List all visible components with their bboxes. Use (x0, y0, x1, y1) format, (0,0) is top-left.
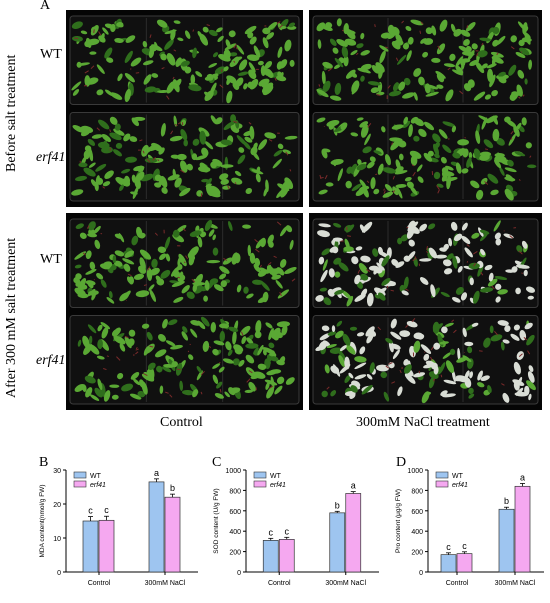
chart-b: 0 10 20 30 MDA content(nmol/g FW) c c Control a b… (39, 468, 198, 587)
y-tick-label: 10 (53, 536, 61, 543)
photo-after-control (66, 213, 303, 410)
y-tick-label: 20 (53, 502, 61, 509)
bar (498, 508, 515, 573)
photo-after-nacl (309, 213, 542, 410)
significance-letter: a (520, 472, 525, 482)
significance-letter: c (462, 541, 467, 551)
significance-letter: a (351, 481, 356, 491)
x-tick-label: 300mM NaCl (145, 580, 186, 587)
significance-letter: c (104, 505, 109, 515)
photo-before-control (66, 10, 303, 207)
y-tick-label: 400 (229, 529, 241, 536)
row-label-erf41-before: erf41 (36, 150, 66, 165)
bar (456, 553, 473, 573)
significance-letter: b (170, 483, 175, 493)
row-label-erf41-after: erf41 (36, 353, 66, 368)
panel-letter-b: B (39, 455, 49, 470)
y-tick-label: 800 (229, 488, 241, 495)
y-axis-label: Pro content (μg/g FW) (395, 489, 402, 553)
side-label-after: After 300 mM salt treatment (4, 237, 19, 398)
significance-letter: c (446, 542, 451, 552)
significance-letter: c (88, 506, 93, 516)
chart-d: 0 200 400 600 800 1000 Pro content (μg/g FW) c c… (395, 468, 544, 587)
panel-letter-d: D (396, 455, 407, 470)
row-label-wt-before: WT (40, 47, 62, 62)
bar (82, 520, 99, 573)
photo-before-nacl (309, 10, 542, 207)
significance-letter: b (335, 500, 340, 510)
legend-swatch (253, 480, 267, 488)
column-label-control: Control (160, 415, 203, 430)
panel-letter-a: A (40, 0, 51, 13)
bar (278, 539, 295, 573)
bar (98, 519, 115, 573)
y-tick-label: 400 (411, 529, 423, 536)
y-tick-label: 0 (237, 570, 241, 577)
bar (514, 485, 531, 573)
legend-label: erf41 (452, 482, 468, 489)
legend-swatch (435, 480, 449, 488)
y-tick-label: 200 (229, 550, 241, 557)
legend-swatch (73, 480, 87, 488)
x-tick-label: 300mM NaCl (495, 580, 536, 587)
legend-swatch (73, 471, 87, 479)
significance-letter: b (504, 496, 509, 506)
y-tick-label: 200 (411, 550, 423, 557)
bar (164, 496, 181, 573)
bar (440, 554, 457, 573)
legend-swatch (435, 471, 449, 479)
chart-c: 0 200 400 600 800 1000 SOD content (U/g FW) c c C… (213, 468, 379, 587)
y-tick-label: 600 (229, 509, 241, 516)
y-tick-label: 30 (53, 468, 61, 475)
legend-label: WT (270, 473, 282, 480)
y-axis-label: SOD content (U/g FW) (213, 488, 220, 553)
bar (262, 540, 279, 573)
legend-label: erf41 (270, 482, 286, 489)
legend-swatch (253, 471, 267, 479)
x-tick-label: Control (446, 580, 469, 587)
side-label-before: Before salt treatment (4, 54, 19, 172)
x-tick-label: Control (268, 580, 291, 587)
significance-letter: c (269, 527, 274, 537)
legend-label: WT (90, 473, 102, 480)
legend-label: erf41 (90, 482, 106, 489)
legend-label: WT (452, 473, 464, 480)
column-label-nacl: 300mM NaCl treatment (356, 415, 490, 430)
x-tick-label: 300mM NaCl (325, 580, 366, 587)
y-tick-label: 1000 (407, 468, 423, 475)
row-label-wt-after: WT (40, 252, 62, 267)
bar (148, 481, 165, 573)
y-tick-label: 0 (57, 570, 61, 577)
bar (345, 493, 362, 573)
bar (329, 512, 346, 573)
y-axis-label: MDA content(nmol/g FW) (39, 485, 46, 558)
x-tick-label: Control (88, 580, 111, 587)
y-tick-label: 800 (411, 488, 423, 495)
panel-letter-c: C (212, 455, 222, 470)
y-tick-label: 1000 (225, 468, 241, 475)
y-tick-label: 0 (419, 570, 423, 577)
significance-letter: a (154, 468, 159, 478)
y-tick-label: 600 (411, 509, 423, 516)
significance-letter: c (285, 526, 290, 536)
